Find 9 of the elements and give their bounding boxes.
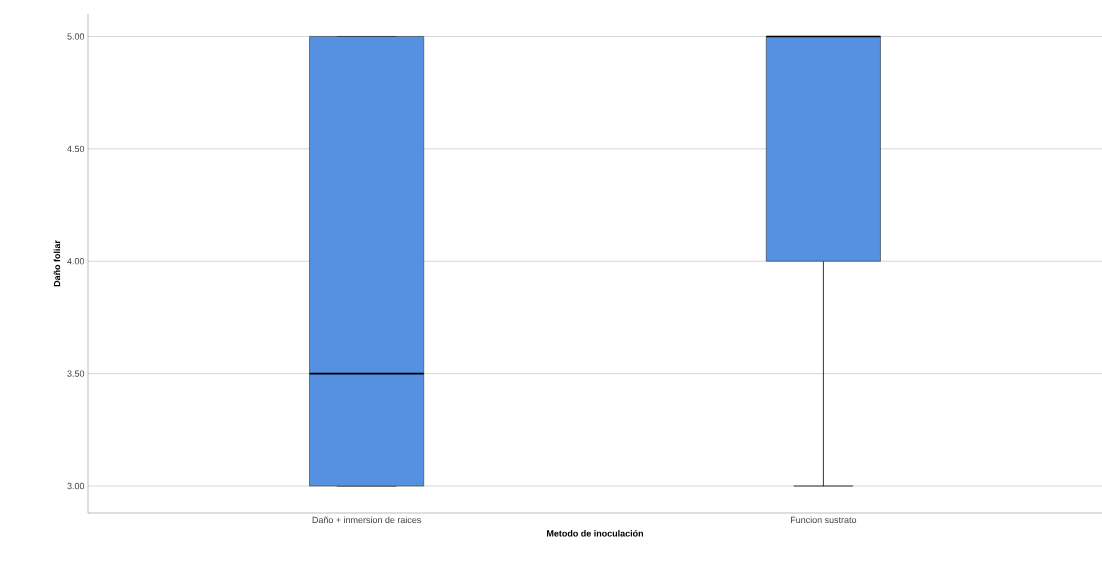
x-axis-title: Metodo de inoculación: [547, 529, 644, 537]
x-tick-label: Funcion sustrato: [790, 516, 857, 524]
y-tick-label: 4.00: [67, 258, 85, 265]
y-axis-title: Daño foliar: [53, 240, 61, 287]
x-tick-label: Daño + inmersion de raices: [312, 516, 421, 524]
y-tick-label: 5.00: [67, 33, 85, 40]
y-tick-label: 3.50: [67, 370, 85, 377]
y-tick-label: 3.00: [67, 482, 85, 490]
y-tick-label: 4.50: [67, 145, 85, 153]
